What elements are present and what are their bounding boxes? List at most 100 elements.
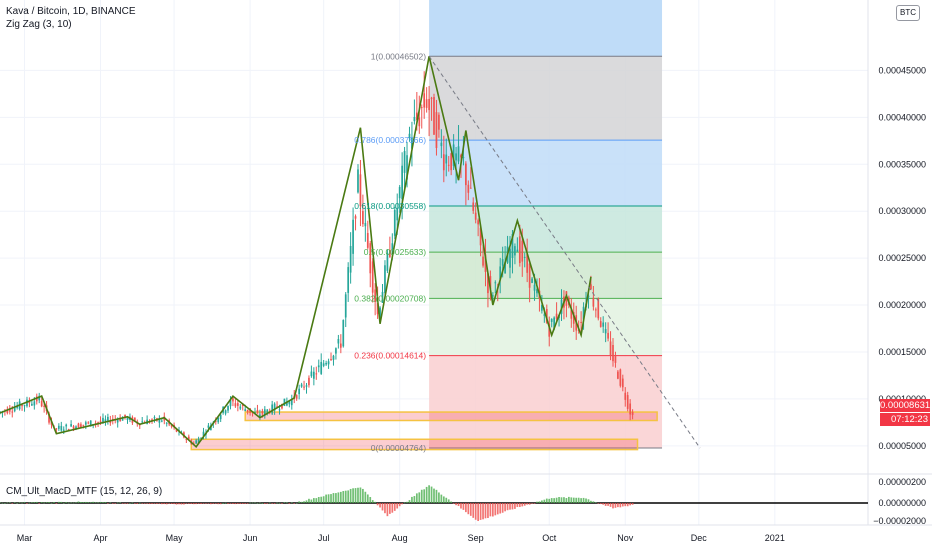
macd-bar bbox=[89, 502, 92, 503]
currency-badge[interactable]: BTC bbox=[896, 5, 920, 21]
macd-bar bbox=[283, 502, 286, 503]
time-tick-8: Nov bbox=[617, 533, 634, 543]
candle-body bbox=[366, 233, 369, 248]
macd-bar bbox=[420, 489, 423, 503]
macd-bar bbox=[241, 503, 244, 504]
macd-bar bbox=[553, 498, 556, 503]
macd-bar bbox=[491, 503, 494, 517]
macd-bar bbox=[77, 501, 80, 503]
macd-bar bbox=[452, 503, 455, 504]
macd-bar bbox=[60, 501, 63, 503]
price-tick-8: 0.00005000 bbox=[878, 441, 926, 451]
candle-body bbox=[107, 416, 109, 421]
candle-body bbox=[413, 116, 416, 122]
candle-body bbox=[283, 398, 286, 406]
macd-bar bbox=[413, 496, 416, 503]
macd-bar bbox=[18, 502, 21, 503]
candle-body bbox=[482, 256, 484, 266]
macd-bar bbox=[124, 503, 126, 504]
macd-bar bbox=[565, 498, 568, 503]
macd-bar bbox=[435, 489, 438, 503]
time-tick-5: Aug bbox=[392, 533, 408, 543]
macd-bar bbox=[609, 503, 612, 507]
macd-bar bbox=[266, 503, 269, 504]
macd-bar bbox=[170, 503, 173, 504]
macd-bar bbox=[590, 500, 592, 503]
macd-bar bbox=[131, 502, 134, 504]
macd-panel: 0.00000200 0.00000000 −0.00002000 bbox=[0, 473, 932, 526]
price-axis-bg bbox=[868, 0, 932, 525]
candle-body bbox=[617, 371, 619, 379]
macd-bar bbox=[163, 503, 166, 505]
macd-bar bbox=[229, 503, 232, 504]
candle-body bbox=[286, 401, 288, 406]
candle-body bbox=[70, 424, 72, 427]
time-tick-10: 2021 bbox=[765, 533, 785, 543]
price-axis[interactable]: 0.00045000 0.00040000 0.00035000 0.00030000… bbox=[867, 0, 932, 525]
candle-body bbox=[550, 318, 553, 322]
macd-bar bbox=[386, 503, 389, 517]
candle-body bbox=[121, 417, 124, 421]
macd-bar bbox=[418, 492, 421, 503]
candle-body bbox=[315, 373, 318, 375]
macd-bar bbox=[518, 503, 521, 507]
candle-body bbox=[465, 163, 467, 186]
macd-bar bbox=[570, 497, 573, 503]
candle-body bbox=[160, 420, 163, 422]
macd-bar bbox=[138, 502, 141, 504]
candle-body bbox=[509, 248, 511, 268]
candle-body bbox=[364, 222, 367, 227]
macd-bar bbox=[148, 503, 151, 505]
price-tick-3: 0.00030000 bbox=[878, 206, 926, 216]
macd-bar bbox=[494, 503, 497, 516]
macd-bar bbox=[263, 503, 266, 504]
macd-bar bbox=[195, 503, 198, 505]
macd-bar bbox=[335, 493, 337, 503]
time-tick-7: Oct bbox=[542, 533, 557, 543]
candle-body bbox=[43, 405, 45, 407]
candle-body bbox=[89, 420, 92, 427]
candle-body bbox=[344, 294, 347, 318]
macd-bar bbox=[153, 503, 156, 504]
macd-bar bbox=[126, 503, 129, 504]
candle-body bbox=[207, 425, 210, 428]
candle-body bbox=[428, 98, 430, 111]
macd-bar bbox=[528, 503, 531, 505]
candle-body bbox=[38, 395, 41, 401]
macd-bar bbox=[273, 503, 276, 504]
candle-body bbox=[523, 256, 526, 258]
candle-body bbox=[396, 208, 399, 221]
fib-label-0: 1(0.00046502) bbox=[371, 51, 426, 61]
symbol-title[interactable]: Kava / Bitcoin, 1D, BINANCE bbox=[6, 6, 136, 17]
zigzag-legend[interactable]: Zig Zag (3, 10) bbox=[6, 19, 72, 30]
macd-bar bbox=[156, 503, 158, 504]
zigzag-polyline bbox=[0, 56, 592, 448]
candle-body bbox=[170, 424, 173, 427]
macd-bar bbox=[21, 502, 23, 504]
macd-bar bbox=[568, 496, 570, 503]
fibonacci-retracement[interactable] bbox=[429, 0, 663, 449]
candle-body bbox=[477, 220, 479, 225]
candle-body bbox=[165, 422, 168, 424]
candle-body bbox=[359, 174, 362, 207]
candle-body bbox=[357, 169, 359, 193]
macd-bar bbox=[80, 502, 82, 503]
macd-bar bbox=[411, 496, 413, 503]
candle-body bbox=[587, 295, 590, 298]
macd-bar bbox=[232, 503, 234, 504]
macd-bar bbox=[352, 488, 354, 503]
candle-body bbox=[621, 378, 624, 388]
time-axis[interactable]: Mar Apr May Jun Jul Aug Sep Oct Nov Dec 2021 bbox=[0, 524, 932, 543]
fib-zone-4 bbox=[429, 298, 663, 356]
macd-bar bbox=[72, 502, 75, 504]
candle-body bbox=[187, 436, 190, 440]
candle-body bbox=[408, 133, 411, 139]
macd-bar bbox=[479, 503, 482, 520]
candles bbox=[0, 71, 634, 445]
macd-bar bbox=[87, 502, 90, 503]
macd-bar bbox=[278, 502, 281, 504]
macd-bar bbox=[303, 501, 305, 503]
macd-legend[interactable]: CM_Ult_MacD_MTF (15, 12, 26, 9) bbox=[6, 486, 163, 497]
candle-body bbox=[447, 164, 450, 166]
